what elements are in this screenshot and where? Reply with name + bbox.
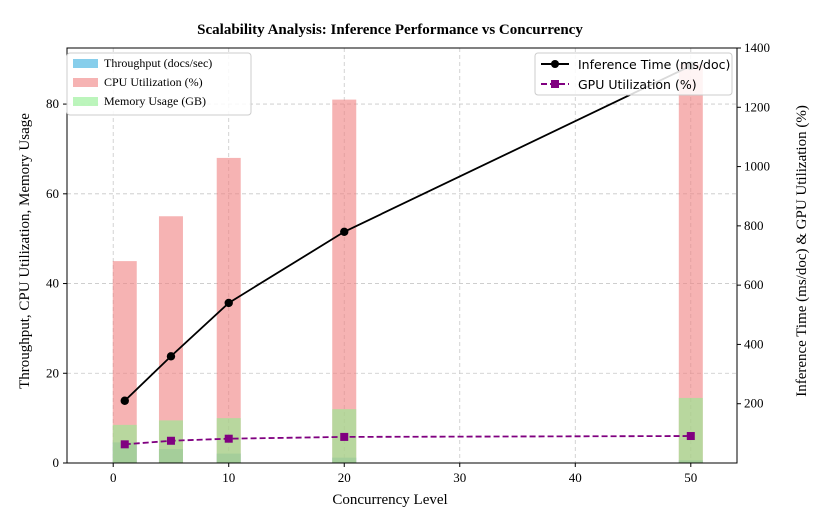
x-tick-label: 10 [222,470,235,485]
x-tick-label: 0 [110,470,117,485]
y-right-tick-label: 1400 [744,40,770,55]
bars-layer [112,63,703,464]
legend-swatch-cpu [73,78,98,87]
legend-swatch-memory [73,97,98,106]
point-gpu-utilization [340,432,349,441]
legend-label-memory: Memory Usage (GB) [104,94,206,108]
legend-label-inference: Inference Time (ms/doc) [578,57,730,72]
bar-memory-usage [678,397,703,463]
bar-cpu-utilization [332,99,357,463]
point-inference-time [224,298,233,308]
y-left-tick-label: 80 [46,96,59,111]
lines-layer [120,61,695,449]
legend-marker-gpu [551,80,559,88]
y-axis-label-left: Throughput, CPU Utilization, Memory Usag… [17,113,33,389]
y-right-tick-label: 1200 [744,99,770,114]
legend-lines-box [534,52,733,96]
x-tick-label: 30 [453,470,466,485]
y-left-tick-label: 40 [46,276,59,291]
legend-label-gpu: GPU Utilization (%) [578,77,697,92]
point-inference-time [120,396,129,405]
y-right-tick-label: 400 [744,336,764,351]
point-gpu-utilization [166,436,175,445]
y-right-tick-label: 600 [744,277,764,292]
x-tick-label: 50 [684,470,697,485]
x-tick-label: 20 [338,470,351,485]
point-gpu-utilization [224,434,233,443]
y-right-tick-label: 800 [744,218,764,233]
legend-label-throughput: Throughput (docs/sec) [104,56,212,70]
point-gpu-utilization [120,440,129,449]
plot-frame [66,47,738,464]
legend-marker-inference [551,60,559,68]
y-left-tick-label: 60 [46,186,59,201]
y-left-tick-label: 20 [46,365,59,380]
legend-label-cpu: CPU Utilization (%) [104,75,203,89]
legend-bars: Throughput (docs/sec) CPU Utilization (%… [66,52,252,116]
line-gpu-utilization [124,435,691,446]
y-right-tick-label: 200 [744,396,764,411]
ticks-layer: 0 10 20 30 40 50 0 20 40 60 80 200 400 600 800 1000 1200… [46,40,770,485]
point-inference-time [166,352,176,361]
x-tick-label: 40 [569,470,582,485]
point-inference-time [340,227,349,236]
x-axis-label: Concurrency Level [332,492,447,508]
y-axis-label-right: Inference Time (ms/doc) & GPU Utilizatio… [794,105,810,397]
line-inference-time [124,64,692,402]
legend-bars-box [66,52,252,116]
y-right-tick-label: 1000 [744,159,770,174]
point-gpu-utilization [686,432,695,441]
bar-cpu-utilization [678,63,703,464]
legend-lines: Inference Time (ms/doc) GPU Utilization … [534,52,733,96]
legend-swatch-throughput [73,59,98,68]
chart-title: Scalability Analysis: Inference Performa… [197,22,583,38]
y-left-tick-label: 0 [53,455,60,470]
